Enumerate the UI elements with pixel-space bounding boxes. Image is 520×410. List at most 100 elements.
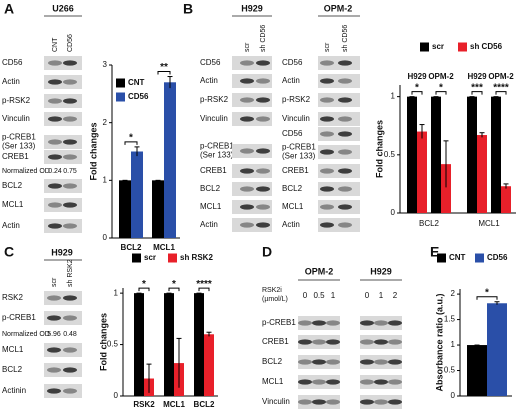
blot-band xyxy=(360,379,374,385)
lane-label: scr xyxy=(324,42,331,52)
legend-swatch xyxy=(116,92,125,102)
row-label: BCL2 xyxy=(282,184,303,193)
legend-label: sh CD56 xyxy=(470,42,503,51)
bar xyxy=(134,293,144,396)
od-value: 0.24 xyxy=(48,168,62,175)
bar xyxy=(441,164,451,213)
blot-strip xyxy=(44,179,82,193)
blot-strip xyxy=(360,395,402,409)
blot-band xyxy=(48,139,62,145)
significance-bracket xyxy=(168,287,180,292)
blot-band xyxy=(63,154,77,160)
od-value: 0.75 xyxy=(63,168,77,175)
blot-band xyxy=(326,399,340,405)
blot-band xyxy=(338,186,352,192)
treatment-label: (µmol/L) xyxy=(262,296,288,303)
blot-band xyxy=(48,60,62,66)
blot-band xyxy=(320,186,334,192)
blot-band xyxy=(338,149,352,155)
row-label: CD56 xyxy=(282,129,303,138)
legend-label: CNT xyxy=(128,78,145,87)
x-tick-label: BCL2 xyxy=(121,243,142,252)
row-label: CREB1 xyxy=(200,166,227,175)
blot-band xyxy=(48,223,62,229)
legend-label: CNT xyxy=(449,253,466,262)
bar xyxy=(467,345,487,396)
y-axis-title: Fold changes xyxy=(88,122,98,180)
x-tick-label: MCL1 xyxy=(153,243,175,252)
significance-bracket xyxy=(435,91,447,95)
blot-band xyxy=(48,202,62,208)
blot-band xyxy=(338,168,352,174)
row-label: CREB1 xyxy=(282,166,309,175)
row-label: p-RSK2 xyxy=(200,95,229,104)
row-label: p-RSK2 xyxy=(282,95,311,104)
lane-label: sh CD56 xyxy=(342,25,349,52)
blot-band xyxy=(374,379,388,385)
row-label: Actin xyxy=(200,76,218,85)
blot-strip xyxy=(232,93,272,107)
row-label: p-CREB1 xyxy=(2,313,36,322)
blot-band xyxy=(388,399,402,405)
y-tick-label: 1 xyxy=(114,288,119,297)
y-tick-label: 0 xyxy=(391,208,396,217)
blot-header: U266 xyxy=(52,3,74,13)
blot-band xyxy=(63,79,77,85)
legend-swatch xyxy=(116,78,125,88)
blot-band xyxy=(48,79,62,85)
row-label: MCL1 xyxy=(2,200,24,209)
row-label: p-CREB1 xyxy=(200,142,234,151)
blot-band xyxy=(240,60,254,66)
bar xyxy=(491,96,501,213)
significance-label: * xyxy=(129,133,133,144)
significance-label: ** xyxy=(160,62,168,73)
significance-label: *** xyxy=(471,82,483,93)
significance-bracket xyxy=(471,91,483,95)
blot-band xyxy=(63,347,77,353)
row-label: Vinculin xyxy=(2,114,30,123)
blot-band xyxy=(63,223,77,229)
significance-bracket xyxy=(411,91,423,95)
x-tick-label: MCL1 xyxy=(163,400,185,409)
y-tick-label: 0 xyxy=(451,391,456,400)
blot-band xyxy=(298,320,312,326)
legend-swatch xyxy=(437,253,446,263)
blot-band xyxy=(256,168,270,174)
blot-band xyxy=(47,388,61,394)
row-label: Vinculin xyxy=(262,397,290,406)
row-label: RSK2 xyxy=(2,293,23,302)
blot-strip xyxy=(318,145,360,159)
y-tick-label: 0 xyxy=(103,233,108,242)
legend-swatch xyxy=(420,42,429,52)
significance-label: **** xyxy=(196,279,212,290)
blot-band xyxy=(374,320,388,326)
row-label: BCL2 xyxy=(200,184,221,193)
treatment-label: RSK2i xyxy=(262,287,282,294)
row-label: MCL1 xyxy=(2,345,24,354)
x-tick-label: H929 xyxy=(467,72,487,81)
dose-label: 2 xyxy=(393,291,398,300)
y-tick-label: 1 xyxy=(451,340,456,349)
blot-strip xyxy=(232,144,272,158)
significance-bracket xyxy=(476,296,498,300)
blot-band xyxy=(320,204,334,210)
bar xyxy=(164,293,174,396)
bar xyxy=(501,186,511,213)
blot-band xyxy=(374,399,388,405)
blot-band xyxy=(63,98,77,104)
x-tick-label: H929 xyxy=(407,72,427,81)
blot-band xyxy=(338,116,352,122)
blot-band xyxy=(338,78,352,84)
blot-band xyxy=(63,183,77,189)
dose-label: 0 xyxy=(365,291,370,300)
blot-band xyxy=(240,186,254,192)
blot-band xyxy=(47,347,61,353)
y-tick-label: 0 xyxy=(114,391,119,400)
row-label: Actin xyxy=(282,220,300,229)
blot-band xyxy=(320,131,334,137)
blot-band xyxy=(312,359,326,365)
legend-swatch xyxy=(168,253,177,263)
blot-band xyxy=(240,148,254,154)
blot-band xyxy=(320,116,334,122)
